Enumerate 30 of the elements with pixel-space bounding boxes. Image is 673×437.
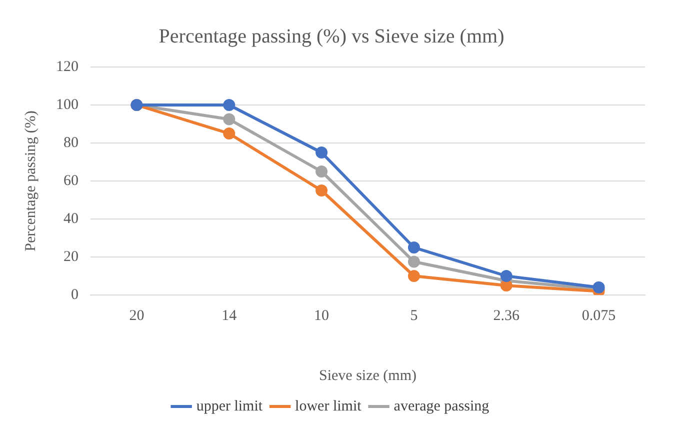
- point: [408, 242, 420, 254]
- y-tick-label: 120: [56, 58, 78, 75]
- y-tick-label: 100: [56, 96, 78, 113]
- legend-label: average passing: [394, 398, 490, 414]
- y-axis-title: Percentage passing (%): [22, 110, 39, 252]
- point: [408, 256, 420, 268]
- point: [223, 128, 236, 140]
- point: [316, 184, 328, 196]
- legend-label: lower limit: [295, 398, 362, 414]
- y-tick-label: 20: [64, 248, 78, 265]
- y-tick-label: 60: [64, 172, 78, 189]
- point: [316, 166, 328, 178]
- x-tick-label: 10: [314, 308, 330, 324]
- point: [408, 270, 420, 282]
- x-tick-label: 2.36: [493, 308, 520, 324]
- y-tick-label: 0: [71, 286, 78, 303]
- x-tick-label: 5: [410, 308, 418, 324]
- x-axis-title: Sieve size (mm): [319, 368, 416, 384]
- point: [316, 146, 328, 158]
- y-tick-label: 80: [64, 134, 78, 151]
- point: [223, 99, 236, 111]
- y-tick-label: 40: [64, 210, 78, 227]
- chart-title: Percentage passing (%) vs Sieve size (mm): [158, 25, 504, 48]
- x-tick-label: 14: [222, 308, 238, 324]
- x-tick-label: 20: [129, 308, 144, 324]
- point: [500, 270, 512, 282]
- point: [223, 113, 236, 126]
- point: [500, 280, 512, 292]
- legend-label: upper limit: [196, 398, 264, 414]
- x-tick-label: 0.075: [582, 308, 616, 324]
